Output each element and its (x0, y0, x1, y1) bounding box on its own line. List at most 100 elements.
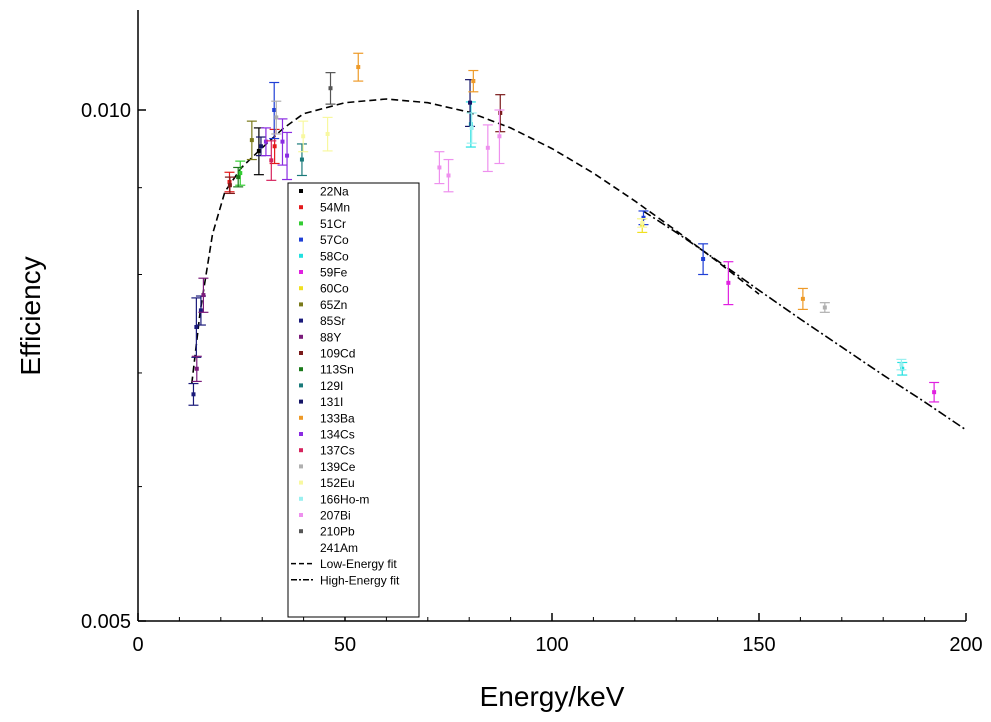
legend-label-166ho-m: 166Ho-m (320, 492, 369, 506)
legend-marker-22na (299, 189, 303, 193)
point-marker (486, 146, 490, 150)
legend-marker-139ce (299, 464, 303, 468)
x-tick-label: 200 (949, 634, 982, 656)
point-marker (272, 108, 276, 112)
x-axis-label: Energy/keV (480, 681, 625, 712)
legend-label-210pb: 210Pb (320, 525, 355, 539)
data-point-85sr (196, 296, 206, 325)
point-marker (280, 140, 284, 144)
point-marker (823, 305, 827, 309)
legend-label-51cr: 51Cr (320, 217, 346, 231)
legend: 22Na 54Mn 51Cr 57Co 58Co 59Fe 60Co 65Zn 85Sr 88Y 1… (288, 183, 419, 617)
legend-label-133ba: 133Ba (320, 411, 355, 425)
point-marker (259, 144, 263, 148)
data-point-133ba (798, 288, 808, 309)
legend-marker-113sn (299, 367, 303, 371)
y-tick-label: 0.010 (81, 100, 131, 122)
data-point-22na (254, 128, 264, 175)
legend-marker-137cs (299, 448, 303, 452)
legend-label-137cs: 137Cs (320, 444, 355, 458)
legend-marker-152eu (299, 481, 303, 485)
data-point-166ho-m (896, 359, 906, 369)
point-marker (701, 257, 705, 261)
legend-label-134cs: 134Cs (320, 428, 355, 442)
legend-label-54mn: 54Mn (320, 201, 350, 215)
data-point-85sr (188, 384, 198, 406)
data-point-129i (297, 144, 307, 176)
data-point-133ba (353, 53, 363, 81)
plot-frame (138, 10, 966, 621)
data-point-210pb (326, 73, 336, 104)
data-point-152eu (637, 219, 647, 228)
x-axis-ticks: 0 50 100 150 200 (132, 613, 982, 656)
legend-label-113sn: 113Sn (320, 363, 354, 377)
y-axis-ticks: 0.005 0.010 (81, 100, 146, 633)
low-energy-fit-line (192, 99, 759, 384)
point-marker (437, 165, 441, 169)
point-marker (497, 134, 501, 138)
point-marker (274, 115, 278, 119)
legend-marker-60co (299, 286, 303, 290)
point-marker (726, 281, 730, 285)
legend-label-high-energy-fit: High-Energy fit (320, 573, 400, 587)
x-tick-label: 150 (742, 634, 775, 656)
legend-marker-134cs (299, 432, 303, 436)
data-point-85sr (191, 298, 201, 357)
data-point-152eu (323, 117, 333, 151)
point-marker (238, 171, 242, 175)
legend-label-109cd: 109Cd (320, 347, 355, 361)
data-point-166ho-m (467, 113, 477, 143)
data-point-57co (698, 244, 708, 275)
point-marker (191, 392, 195, 396)
legend-marker-210pb (299, 529, 303, 533)
legend-label-88y: 88Y (320, 330, 341, 344)
data-point-207bi (483, 125, 493, 172)
y-axis-label: Efficiency (15, 256, 46, 375)
legend-label-152eu: 152Eu (320, 476, 355, 490)
legend-marker-51cr (299, 221, 303, 225)
point-marker (250, 138, 254, 142)
x-tick-label: 100 (535, 634, 568, 656)
data-point-207bi (434, 152, 444, 184)
x-tick-label: 50 (334, 634, 356, 656)
legend-label-139ce: 139Ce (320, 460, 356, 474)
point-marker (471, 79, 475, 83)
point-marker (273, 144, 277, 148)
legend-label-129i: 129I (320, 379, 343, 393)
data-point-57co (269, 83, 279, 139)
point-marker (356, 65, 360, 69)
legend-marker-109cd (299, 351, 303, 355)
point-marker (326, 132, 330, 136)
point-marker (195, 367, 199, 371)
point-marker (228, 183, 232, 187)
x-tick-label: 0 (132, 634, 143, 656)
legend-marker-129i (299, 383, 303, 387)
data-point-58co (466, 102, 476, 147)
legend-marker-58co (299, 254, 303, 258)
data-point-139ce (820, 303, 830, 313)
legend-label-207bi: 207Bi (320, 509, 351, 523)
legend-marker-65zn (299, 302, 303, 306)
legend-label-131i: 131I (320, 395, 343, 409)
legend-label-65zn: 65Zn (320, 298, 347, 312)
point-marker (301, 134, 305, 138)
point-marker (236, 175, 240, 179)
legend-marker-131i (299, 400, 303, 404)
legend-label-22na: 22Na (320, 185, 349, 199)
legend-label-241am: 241Am (320, 541, 358, 555)
data-point-51cr (235, 161, 245, 185)
legend-label-58co: 58Co (320, 249, 349, 263)
legend-label-57co: 57Co (320, 233, 349, 247)
point-marker (899, 363, 903, 367)
point-marker (932, 390, 936, 394)
data-point-152eu (298, 121, 308, 152)
point-marker (257, 149, 261, 153)
point-marker (285, 154, 289, 158)
y-tick-label: 0.005 (81, 611, 131, 633)
data-point-134cs (277, 119, 287, 165)
legend-marker-133ba (299, 416, 303, 420)
legend-marker-59fe (299, 270, 303, 274)
point-marker (264, 140, 268, 144)
point-marker (300, 158, 304, 162)
